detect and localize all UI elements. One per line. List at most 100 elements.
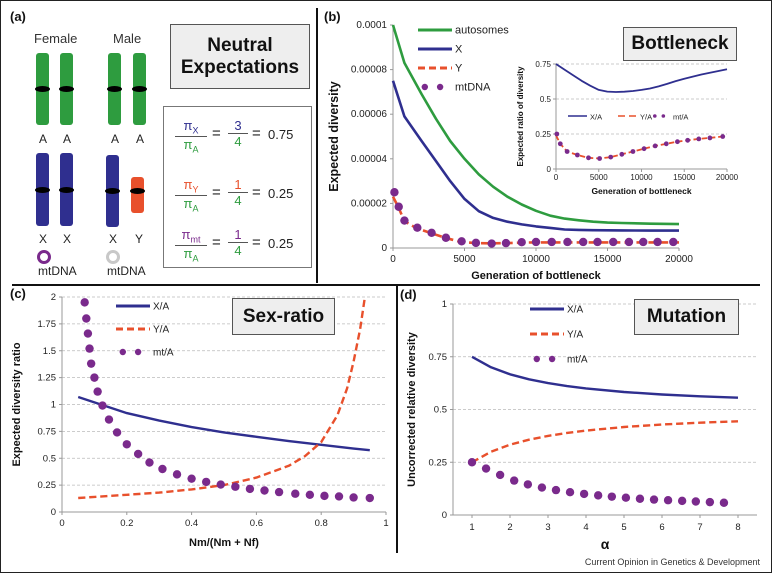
data-point: [245, 484, 255, 494]
data-point: [441, 233, 451, 242]
data-point: [619, 151, 625, 157]
data-point: [531, 237, 541, 247]
data-point: [260, 486, 269, 495]
data-point: [649, 495, 659, 504]
legend-marker: [421, 83, 428, 91]
centromere: [35, 86, 50, 92]
centromere: [59, 86, 74, 92]
legend-marker: [661, 114, 666, 118]
x-tick-label: 0.8: [315, 518, 328, 529]
data-point: [334, 492, 344, 501]
ratio-fraction: πmt πA: [175, 227, 207, 263]
y-tick-label: 0.5: [540, 95, 552, 104]
y-tick-label: 0.25: [535, 130, 551, 139]
female-autosome-2-chromosome: [59, 53, 74, 125]
sex-chromosome-label: X: [62, 232, 71, 246]
chart-c: 0 0.25 0.5 0.75 1 1.25 1.5 1.75 2 0 0.2 0.4 0.6 0.8 1 N…: [10, 286, 389, 549]
data-point: [122, 440, 131, 449]
female-x-1-chromosome: [35, 153, 50, 226]
y-tick-label: 0: [442, 510, 447, 521]
data-point: [457, 237, 466, 246]
autosome-label: A: [110, 132, 119, 146]
data-point: [705, 497, 715, 507]
autosome-label: A: [62, 132, 71, 146]
sex-chromosome-label: Y: [134, 232, 143, 246]
ratio-value: 0.25: [268, 236, 294, 251]
data-point: [608, 154, 614, 160]
sex-chromosome-label: X: [38, 232, 47, 246]
y-tick-label: 0.00006: [351, 109, 388, 120]
legend: X/A Y/A mt/A: [116, 302, 174, 359]
legend-label: Y/A: [567, 330, 583, 341]
y-tick-label: 0.00002: [351, 198, 388, 209]
x-tick-label: 20000: [716, 173, 739, 182]
data-point: [586, 155, 591, 161]
divider-c-d: [396, 285, 398, 553]
x-axis-label: Generation of bottleneck: [471, 270, 601, 282]
y-tick-label: 1.25: [38, 373, 57, 384]
male-x-chromosome: [105, 155, 120, 227]
y-tick-label: 1.5: [43, 346, 56, 357]
data-point: [349, 493, 358, 502]
data-point: [685, 137, 691, 143]
data-point: [305, 490, 315, 499]
male-mtdna-ring-icon: [106, 250, 120, 264]
x-tick-label: 5000: [590, 173, 608, 182]
female-mtdna-ring-icon: [37, 250, 51, 264]
data-point: [82, 314, 91, 323]
male-label: Male: [113, 31, 142, 46]
data-point: [663, 496, 673, 505]
centromere: [132, 86, 147, 92]
x-axis-label: Generation of bottleneck: [591, 186, 691, 196]
data-point: [390, 188, 399, 197]
equals-sign: =: [252, 234, 261, 251]
data-point: [523, 480, 533, 489]
legend-marker: [436, 83, 444, 91]
data-point: [201, 477, 211, 487]
data-point: [691, 497, 701, 506]
x-tick-label: 1: [469, 522, 474, 533]
y-tick-label: 1.75: [38, 319, 57, 330]
male-autosome-1-chromosome: [107, 53, 122, 125]
data-point: [495, 470, 505, 480]
data-point: [471, 238, 481, 248]
female-label: Female: [34, 31, 78, 46]
legend-label: mt/A: [673, 113, 688, 122]
data-point: [291, 489, 300, 498]
data-point: [547, 237, 556, 247]
data-point: [565, 488, 575, 497]
series-x: [391, 80, 679, 232]
data-point: [145, 458, 154, 467]
data-point: [624, 237, 634, 247]
bottleneck-title-box: Bottleneck: [623, 27, 737, 61]
ratio-fraction: πY πA: [175, 177, 207, 213]
series-mt-a: [554, 131, 726, 161]
series-y-a: [78, 296, 367, 500]
data-point: [609, 237, 618, 247]
legend-marker: [653, 114, 657, 118]
legend-marker: [119, 348, 127, 356]
series-x-a: [77, 395, 370, 452]
y-tick-label: 0.00004: [351, 154, 388, 165]
data-point: [557, 141, 563, 147]
data-point: [112, 428, 122, 437]
divider-a-b: [316, 8, 318, 283]
x-tick-label: 10000: [522, 254, 550, 265]
legend-label: autosomes: [455, 25, 509, 37]
centromere: [105, 188, 120, 194]
female-autosome-1-chromosome: [35, 53, 50, 125]
data-point: [80, 298, 89, 307]
data-point: [579, 489, 589, 499]
data-point: [216, 480, 225, 489]
legend-label: X/A: [153, 302, 169, 313]
y-tick-label: 0.0001: [356, 20, 387, 31]
male-autosome-2-chromosome: [132, 53, 147, 125]
data-point: [663, 141, 669, 147]
neutral-expectations-title-box: Neutral Expectations: [170, 24, 310, 89]
ratio-value: 0.75: [268, 127, 294, 142]
data-point: [707, 135, 713, 141]
chart-d: 0 0.25 0.5 0.75 1 1 2 3 4 5 6 7 8 α Uncorrected relati…: [400, 287, 757, 552]
title-line-1: Neutral: [207, 34, 273, 56]
female-mtdna-label: mtDNA: [38, 264, 77, 278]
